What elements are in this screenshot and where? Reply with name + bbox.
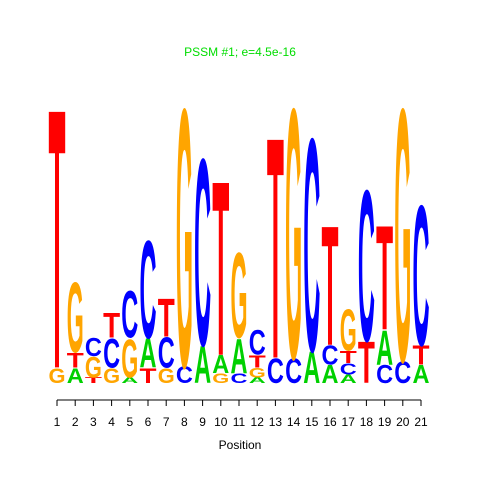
logo-letter: C (376, 360, 393, 388)
chart-title: PSSM #1; e=4.5e-16 (184, 45, 296, 59)
x-tick-label: 11 (233, 415, 246, 429)
logo-letter: G (176, 33, 193, 445)
x-tick-label: 2 (72, 415, 79, 429)
logo-letter: G (121, 328, 138, 389)
x-tick-label: 15 (305, 415, 319, 429)
x-tick-label: 18 (360, 415, 374, 429)
logo-letter: T (322, 190, 339, 382)
x-tick-label: 16 (323, 415, 337, 429)
logo-letter: A (67, 364, 84, 388)
logo-letter: C (140, 211, 157, 367)
logo-letter: C (285, 351, 302, 391)
logo-letter: C (249, 323, 266, 363)
x-tick-label: 1 (54, 415, 61, 429)
logo-letter: T (67, 348, 84, 372)
logo-letter: G (49, 364, 66, 388)
x-tick-label: 17 (342, 415, 356, 429)
x-tick-label: 21 (414, 415, 428, 429)
logo-letter: G (67, 262, 84, 374)
logo-letter: G (85, 351, 102, 384)
logo-letter: A (322, 360, 339, 388)
logo-letter: A (376, 320, 393, 375)
logo-letter: C (176, 362, 193, 388)
logo-letter: T (249, 352, 266, 372)
logo-letter: T (340, 347, 357, 367)
logo-letter: C (413, 164, 430, 388)
logo-letter: C (267, 351, 284, 391)
logo-letter: C (394, 355, 411, 390)
logo-letter: C (340, 360, 357, 378)
logo-letter: C (85, 333, 102, 361)
logo-letter: G (158, 364, 175, 388)
x-tick-label: 14 (287, 415, 301, 429)
logo-letter: T (103, 306, 120, 346)
x-tick-label: 20 (396, 415, 410, 429)
logo-letter: G (231, 227, 248, 364)
logo-letter: T (358, 331, 375, 396)
x-tick-label: 3 (90, 415, 97, 429)
logo-letter: A (212, 350, 229, 378)
logo-letter: A (249, 376, 266, 385)
logo-letter: A (194, 335, 211, 394)
logo-letter: A (121, 376, 138, 385)
logo-letter: C (121, 278, 138, 353)
logo-letter: A (303, 343, 320, 393)
logo-letter: T (158, 287, 175, 348)
x-tick-label: 13 (269, 415, 283, 429)
x-tick-label: 6 (145, 415, 152, 429)
logo-letter: A (231, 329, 248, 384)
logo-letter: G (103, 364, 120, 388)
logo-letter: G (285, 33, 302, 433)
logo-letter: T (413, 340, 430, 371)
logo-letter: C (358, 145, 375, 386)
x-tick-label: 4 (108, 415, 115, 429)
logo-letter: T (140, 364, 157, 388)
logo-letter: C (194, 102, 211, 401)
logo-letter: T (85, 376, 102, 385)
logo-letter: C (103, 331, 120, 377)
logo-letter: A (413, 360, 430, 388)
logo-letter: G (394, 35, 411, 438)
logo-letter: T (49, 32, 66, 447)
logo-letter: A (140, 331, 157, 377)
logo-letter: C (158, 329, 175, 377)
logo-letter: T (267, 72, 284, 425)
x-axis-label: Position (219, 438, 262, 452)
x-tick-label: 19 (378, 415, 392, 429)
logo-letter: G (249, 365, 266, 380)
x-tick-label: 10 (214, 415, 228, 429)
x-tick-label: 12 (251, 415, 265, 429)
logo-letter: C (322, 340, 339, 371)
logo-letter: C (303, 76, 320, 416)
logo-letter: A (340, 373, 357, 386)
x-tick-label: 9 (199, 415, 206, 429)
logo-letter: T (212, 130, 229, 408)
x-tick-label: 5 (126, 415, 133, 429)
x-tick-label: 7 (163, 415, 170, 429)
x-tick-label: 8 (181, 415, 188, 429)
logo-letter: G (340, 298, 357, 363)
logo-letter: C (231, 371, 248, 386)
logo-letter: G (212, 371, 229, 386)
logo-letter: T (376, 194, 393, 361)
